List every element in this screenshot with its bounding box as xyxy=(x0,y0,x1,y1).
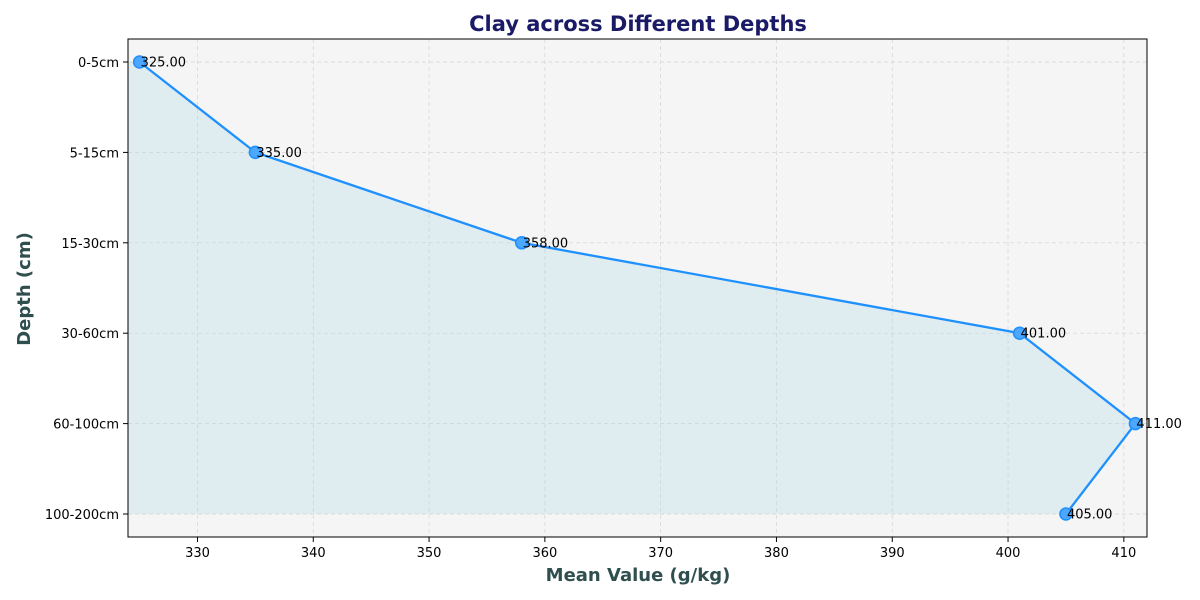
data-label: 411.00 xyxy=(1136,417,1182,432)
series-line xyxy=(138,61,1138,515)
data-point-marker xyxy=(1059,507,1073,521)
x-axis-label: Mean Value (g/kg) xyxy=(546,565,731,586)
x-tick-label: 340 xyxy=(301,546,326,561)
data-point-marker xyxy=(514,236,529,250)
x-tick-label: 360 xyxy=(532,546,557,561)
area-fill xyxy=(128,62,1136,514)
data-point-marker xyxy=(1128,416,1143,431)
y-tick-label: 15-30cm xyxy=(61,237,119,252)
data-label: 325.00 xyxy=(141,56,187,71)
y-tick-label: 30-60cm xyxy=(61,327,119,342)
y-axis-label: Depth (cm) xyxy=(14,232,35,346)
data-point-marker xyxy=(132,55,147,69)
markers xyxy=(132,55,1143,521)
x-tick-label: 410 xyxy=(1111,546,1136,561)
y-tick-label: 0-5cm xyxy=(78,56,119,71)
plot-frame xyxy=(127,38,1148,538)
data-point-marker xyxy=(248,145,263,160)
x-tick-label: 380 xyxy=(764,546,789,561)
y-tick-label: 100-200cm xyxy=(45,508,119,523)
chart-title: Clay across Different Depths xyxy=(469,12,807,36)
x-tick-label: 350 xyxy=(417,546,442,561)
grid-lines xyxy=(128,39,1147,537)
x-tick-label: 400 xyxy=(996,546,1021,561)
x-tick-label: 390 xyxy=(880,546,905,561)
y-tick-label: 5-15cm xyxy=(70,146,119,161)
data-point-marker xyxy=(1012,326,1027,340)
y-axis-ticks: 0-5cm 5-15cm 15-30cm 30-60cm 60-100cm 100-200… xyxy=(45,56,128,523)
data-label: 335.00 xyxy=(256,146,302,161)
data-labels: 325.00 335.00 358.00 401.00 411.00 405.00 xyxy=(141,56,1182,523)
y-tick-label: 60-100cm xyxy=(53,418,119,433)
data-label: 405.00 xyxy=(1067,508,1113,523)
x-tick-label: 370 xyxy=(648,546,673,561)
data-label: 401.00 xyxy=(1021,327,1067,342)
plot-background xyxy=(128,39,1147,537)
data-label: 358.00 xyxy=(523,236,569,251)
x-axis-ticks: 330 340 350 360 370 380 390 400 410 xyxy=(185,537,1136,561)
x-tick-label: 330 xyxy=(185,546,210,561)
